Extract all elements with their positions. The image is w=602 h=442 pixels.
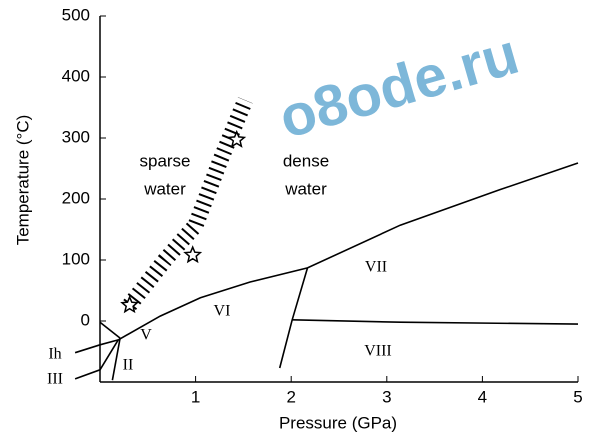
annotation: sparse [139, 151, 190, 170]
phase-boundary [99, 321, 121, 339]
y-tick-label: 500 [62, 5, 90, 24]
x-tick-label: 5 [573, 387, 582, 406]
annotation: VI [214, 303, 231, 320]
x-tick-label: 1 [191, 387, 200, 406]
x-axis-label: Pressure (GPa) [279, 413, 397, 432]
phase-boundary [117, 162, 579, 341]
x-tick-label: 4 [478, 387, 487, 406]
annotation: III [47, 371, 63, 388]
hatched-band [123, 97, 253, 311]
star-marker [227, 129, 247, 148]
star-marker [120, 295, 140, 314]
phase-boundary [111, 337, 121, 381]
annotation: dense [283, 151, 329, 170]
y-tick-label: 100 [62, 249, 90, 268]
annotation: VII [365, 259, 387, 276]
watermark: o8ode.ru [272, 21, 525, 151]
annotation: V [140, 327, 152, 344]
y-tick-label: 300 [62, 127, 90, 146]
x-tick-label: 2 [286, 387, 295, 406]
phase-boundary [74, 339, 119, 380]
y-tick-label: 200 [62, 188, 90, 207]
star-marker [183, 245, 203, 264]
phase-boundary [74, 339, 119, 354]
phase-boundary [292, 319, 579, 325]
annotation: II [123, 357, 134, 374]
annotation: VIII [364, 343, 392, 360]
annotation: water [143, 179, 186, 198]
x-tick-label: 3 [382, 387, 391, 406]
y-tick-label: 0 [81, 310, 90, 329]
y-tick-label: 400 [62, 66, 90, 85]
y-axis-label: Temperature (°C) [13, 115, 32, 246]
phase-boundary [278, 267, 309, 369]
annotation: water [284, 179, 327, 198]
annotation: Ih [48, 346, 61, 363]
